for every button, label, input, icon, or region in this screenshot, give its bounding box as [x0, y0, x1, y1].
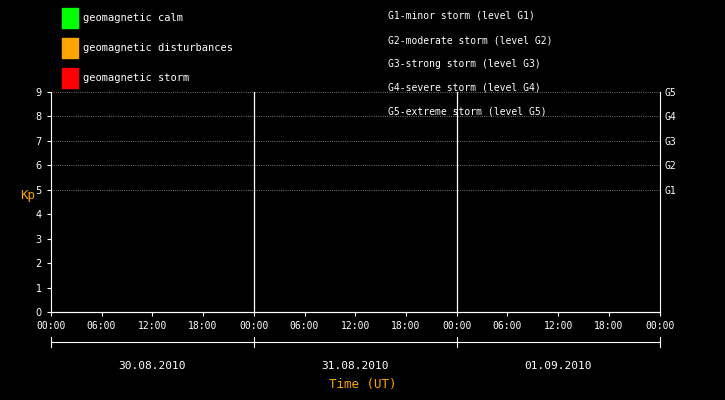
Text: G5-extreme storm (level G5): G5-extreme storm (level G5): [388, 107, 547, 117]
Text: 01.09.2010: 01.09.2010: [524, 361, 592, 371]
Text: G3-strong storm (level G3): G3-strong storm (level G3): [388, 59, 541, 69]
Text: 31.08.2010: 31.08.2010: [321, 361, 389, 371]
Text: G4-severe storm (level G4): G4-severe storm (level G4): [388, 83, 541, 93]
Text: Time (UT): Time (UT): [328, 378, 397, 391]
Text: geomagnetic calm: geomagnetic calm: [83, 13, 183, 23]
Text: G1-minor storm (level G1): G1-minor storm (level G1): [388, 11, 535, 21]
Text: geomagnetic storm: geomagnetic storm: [83, 73, 190, 83]
Text: G2-moderate storm (level G2): G2-moderate storm (level G2): [388, 35, 552, 45]
Y-axis label: Kp: Kp: [20, 189, 35, 202]
Text: 30.08.2010: 30.08.2010: [118, 361, 186, 371]
Text: geomagnetic disturbances: geomagnetic disturbances: [83, 43, 233, 53]
